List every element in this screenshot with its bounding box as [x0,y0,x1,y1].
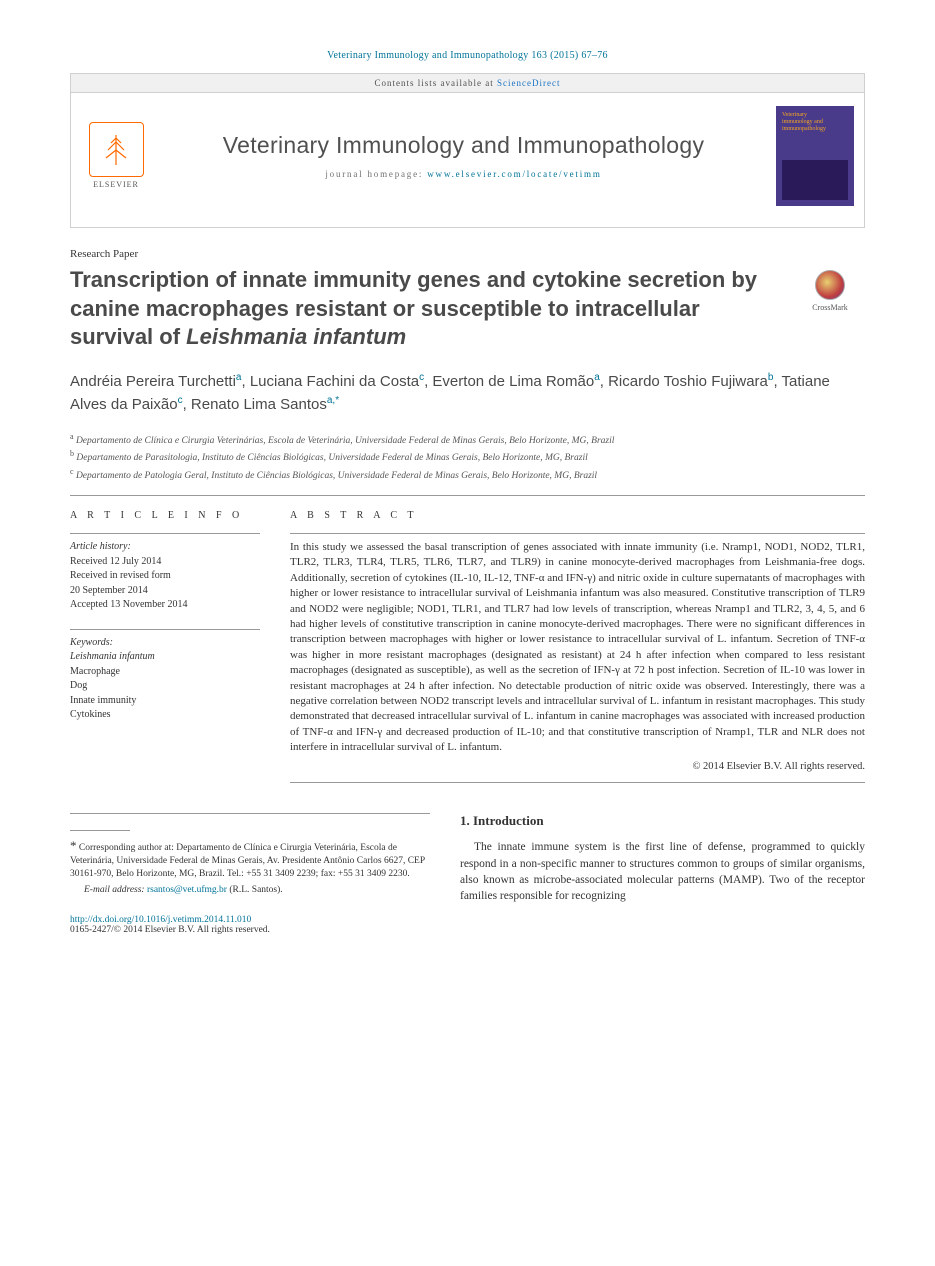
cover-text-3: immunopathology [782,126,848,133]
keyword-4: Innate immunity [70,694,260,709]
abstract-heading: A B S T R A C T [290,510,865,521]
corresponding-author: * Corresponding author at: Departamento … [70,813,430,896]
corr-email-link[interactable]: rsantos@vet.ufmg.br [147,885,227,895]
author-2: , Luciana Fachini da Costa [241,373,419,390]
elsevier-wordmark: ELSEVIER [93,180,139,189]
abstract-end-divider [290,782,865,783]
crossmark-badge[interactable]: CrossMark [795,270,865,312]
article-type: Research Paper [70,248,865,260]
divider [70,495,865,496]
corr-text: Corresponding author at: Departamento de… [70,843,425,879]
affiliation-a: a Departamento de Clínica e Cirurgia Vet… [70,431,865,448]
abstract-copyright: © 2014 Elsevier B.V. All rights reserved… [290,761,865,772]
article-history: Article history: Received 12 July 2014 R… [70,540,260,613]
keyword-1: Leishmania infantum [70,650,260,665]
issn-copyright: 0165-2427/© 2014 Elsevier B.V. All right… [70,925,430,935]
contents-bar: Contents lists available at ScienceDirec… [71,74,864,93]
intro-heading: 1. Introduction [460,813,865,829]
intro-paragraph: The innate immune system is the first li… [460,839,865,903]
affiliation-b: b Departamento de Parasitologia, Institu… [70,448,865,465]
keyword-2: Macrophage [70,665,260,680]
abstract-column: A B S T R A C T In this study we assesse… [290,510,865,789]
author-3: , Everton de Lima Romão [424,373,594,390]
revised-date-1: Received in revised form [70,569,260,584]
crossmark-label: CrossMark [812,303,848,312]
abstract-divider [290,533,865,534]
elsevier-logo: ELSEVIER [71,114,161,197]
received-date: Received 12 July 2014 [70,555,260,570]
homepage-label: journal homepage: [325,169,423,179]
author-6: , Renato Lima Santos [183,396,327,413]
author-1: Andréia Pereira Turchetti [70,373,236,390]
journal-header-box: Contents lists available at ScienceDirec… [70,73,865,228]
keywords-label: Keywords: [70,636,260,651]
homepage-link[interactable]: www.elsevier.com/locate/vetimm [427,169,601,179]
header-citation: Veterinary Immunology and Immunopatholog… [70,50,865,61]
journal-cover-thumb: Veterinary immunology and immunopatholog… [776,106,854,206]
cover-text-2: immunology and [782,119,848,126]
doi-block: http://dx.doi.org/10.1016/j.vetimm.2014.… [70,915,430,935]
history-label: Article history: [70,540,260,555]
info-divider [70,533,260,534]
author-4: , Ricardo Toshio Fujiwara [600,373,768,390]
affiliation-c: c Departamento de Patologia Geral, Insti… [70,466,865,483]
doi-link[interactable]: http://dx.doi.org/10.1016/j.vetimm.2014.… [70,915,251,925]
affiliations: a Departamento de Clínica e Cirurgia Vet… [70,431,865,483]
introduction-section: 1. Introduction The innate immune system… [460,813,865,934]
article-info-heading: A R T I C L E I N F O [70,510,260,521]
contents-label: Contents lists available at [375,78,494,88]
corresponding-marker: * [335,395,339,406]
keywords-block: Keywords: Leishmania infantum Macrophage… [70,636,260,723]
keyword-5: Cytokines [70,708,260,723]
abstract-text: In this study we assessed the basal tran… [290,540,865,755]
title-text: Transcription of innate immunity genes a… [70,267,757,349]
corr-email-name: (R.L. Santos). [227,885,283,895]
corr-rule [70,830,130,831]
email-label: E-mail address: [84,885,145,895]
keyword-3: Dog [70,679,260,694]
authors-list: Andréia Pereira Turchettia, Luciana Fach… [70,370,865,417]
sciencedirect-link[interactable]: ScienceDirect [497,78,560,88]
crossmark-icon [815,270,845,300]
author-6-aff: a, [327,395,335,406]
accepted-date: Accepted 13 November 2014 [70,598,260,613]
revised-date-2: 20 September 2014 [70,584,260,599]
journal-homepage: journal homepage: www.elsevier.com/locat… [171,169,756,179]
article-title: Transcription of innate immunity genes a… [70,266,795,352]
journal-title: Veterinary Immunology and Immunopatholog… [171,132,756,159]
info-divider [70,629,260,630]
title-italic: Leishmania infantum [186,324,406,349]
elsevier-tree-icon [89,122,144,177]
cover-text-1: Veterinary [782,112,848,119]
article-info-column: A R T I C L E I N F O Article history: R… [70,510,260,789]
